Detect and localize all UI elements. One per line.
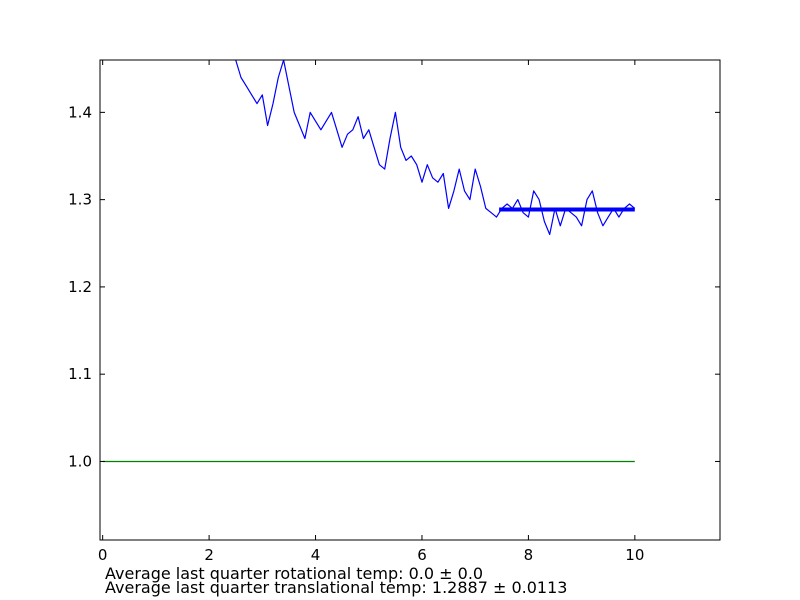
x-tick-label: 8 xyxy=(524,546,534,564)
y-tick-label: 1.1 xyxy=(68,365,92,383)
y-tick-label: 1.3 xyxy=(68,191,92,209)
x-tick-label: 4 xyxy=(311,546,321,564)
x-tick-label: 2 xyxy=(204,546,214,564)
x-tick-label: 0 xyxy=(98,546,108,564)
y-tick-label: 1.0 xyxy=(68,452,92,470)
plot-frame xyxy=(99,59,721,541)
x-tick-label: 10 xyxy=(625,546,644,564)
rotational-temp-note: Average last quarter rotational temp: 0.… xyxy=(105,564,484,583)
y-tick-label: 1.4 xyxy=(68,103,92,121)
x-tick-label: 6 xyxy=(417,546,427,564)
translational-temp-note: Average last quarter translational temp:… xyxy=(105,578,568,597)
plot-background xyxy=(100,60,720,540)
y-tick-label: 1.2 xyxy=(68,278,92,296)
